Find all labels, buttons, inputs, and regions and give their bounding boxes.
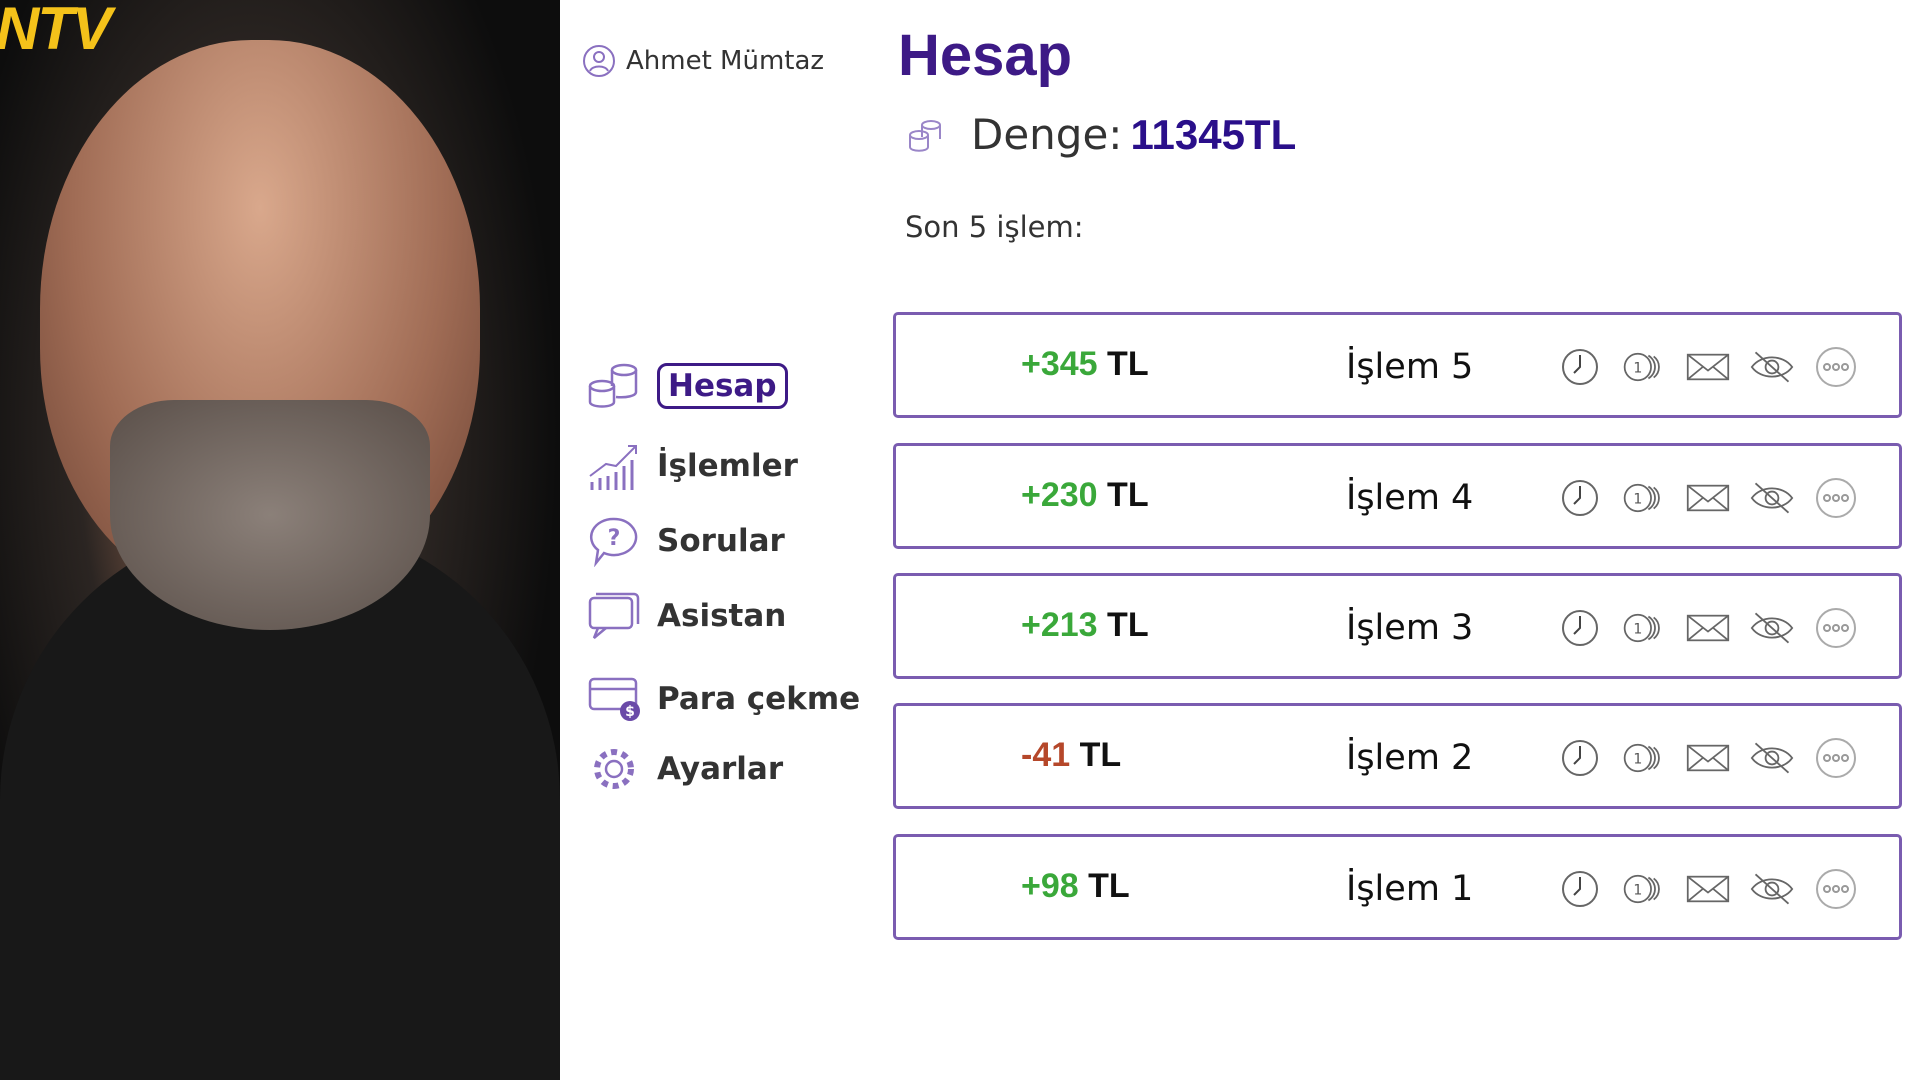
- person-beard: [110, 400, 430, 630]
- chat-icon: [585, 590, 643, 642]
- user-profile[interactable]: Ahmet Mümtaz: [582, 44, 824, 78]
- svg-text:1: 1: [1633, 882, 1642, 898]
- sidebar-item-label: Hesap: [657, 363, 788, 409]
- transaction-amount: +213 TL: [1021, 606, 1149, 645]
- amount-value: +230: [1021, 476, 1098, 514]
- sidebar-item-sorular[interactable]: ? Sorular: [585, 515, 785, 567]
- transaction-amount: +98 TL: [1021, 867, 1130, 906]
- row-actions: 1: [1558, 736, 1858, 780]
- coin-icon[interactable]: 1: [1622, 606, 1666, 650]
- clock-icon[interactable]: [1558, 345, 1602, 389]
- mail-icon[interactable]: [1686, 736, 1730, 780]
- svg-text:1: 1: [1633, 360, 1642, 376]
- tv-photo: NTV: [0, 0, 560, 1080]
- transaction-name: İşlem 4: [1346, 478, 1474, 518]
- row-actions: 1: [1558, 476, 1858, 520]
- sidebar-item-hesap[interactable]: Hesap: [585, 360, 788, 412]
- svg-text:1: 1: [1633, 621, 1642, 637]
- coin-icon[interactable]: 1: [1622, 476, 1666, 520]
- coin-icon[interactable]: 1: [1622, 736, 1666, 780]
- eye-off-icon[interactable]: [1750, 606, 1794, 650]
- channel-logo: NTV: [0, 0, 112, 62]
- svg-text:?: ?: [608, 526, 621, 551]
- coin-icon[interactable]: 1: [1622, 345, 1666, 389]
- amount-currency: TL: [1107, 476, 1149, 514]
- sidebar-item-label: Asistan: [657, 598, 787, 634]
- coins-icon: [585, 360, 643, 412]
- more-icon[interactable]: [1814, 606, 1858, 650]
- amount-value: +345: [1021, 345, 1098, 383]
- eye-off-icon[interactable]: [1750, 736, 1794, 780]
- sidebar-item-label: Para çekme: [657, 681, 861, 717]
- page-title: Hesap: [898, 23, 1073, 88]
- more-icon[interactable]: [1814, 867, 1858, 911]
- balance-label: Denge:: [971, 110, 1123, 159]
- transaction-name: İşlem 2: [1346, 738, 1474, 778]
- chart-growth-icon: [585, 440, 643, 492]
- row-actions: 1: [1558, 345, 1858, 389]
- amount-currency: TL: [1107, 345, 1149, 383]
- transaction-row[interactable]: -41 TL İşlem 2 1: [893, 703, 1902, 809]
- sidebar-item-para-cekme[interactable]: $ Para çekme: [585, 673, 860, 725]
- coin-icon[interactable]: 1: [1622, 867, 1666, 911]
- sidebar-item-label: Ayarlar: [657, 751, 784, 787]
- amount-currency: TL: [1088, 867, 1130, 905]
- amount-currency: TL: [1107, 606, 1149, 644]
- question-bubble-icon: ?: [585, 515, 643, 567]
- mail-icon[interactable]: [1686, 606, 1730, 650]
- clock-icon[interactable]: [1558, 867, 1602, 911]
- row-actions: 1: [1558, 606, 1858, 650]
- transaction-amount: +230 TL: [1021, 476, 1149, 515]
- more-icon[interactable]: [1814, 345, 1858, 389]
- recent-transactions-label: Son 5 işlem:: [905, 210, 1084, 244]
- user-name: Ahmet Mümtaz: [626, 46, 825, 76]
- amount-value: +213: [1021, 606, 1098, 644]
- amount-value: +98: [1021, 867, 1079, 905]
- svg-text:1: 1: [1633, 751, 1642, 767]
- more-icon[interactable]: [1814, 736, 1858, 780]
- row-actions: 1: [1558, 867, 1858, 911]
- user-icon: [583, 45, 615, 77]
- coins-icon: [909, 119, 941, 152]
- transaction-row[interactable]: +98 TL İşlem 1 1: [893, 834, 1902, 940]
- sidebar-item-islemler[interactable]: İşlemler: [585, 440, 798, 492]
- balance-value: 11345TL: [1130, 110, 1297, 158]
- transaction-amount: -41 TL: [1021, 736, 1121, 775]
- balance: Denge: 11345TL: [905, 110, 1296, 159]
- sidebar-item-label: İşlemler: [657, 448, 798, 484]
- svg-text:1: 1: [1633, 491, 1642, 507]
- amount-currency: TL: [1079, 736, 1122, 774]
- sidebar-item-ayarlar[interactable]: Ayarlar: [585, 743, 783, 795]
- clock-icon[interactable]: [1558, 736, 1602, 780]
- clock-icon[interactable]: [1558, 606, 1602, 650]
- sidebar-item-label: Sorular: [657, 523, 785, 559]
- transaction-name: İşlem 3: [1346, 608, 1474, 648]
- transaction-name: İşlem 1: [1346, 869, 1474, 909]
- mail-icon[interactable]: [1686, 867, 1730, 911]
- svg-text:$: $: [625, 704, 635, 720]
- transaction-row[interactable]: +345 TL İşlem 5 1: [893, 312, 1902, 418]
- sidebar-item-asistan[interactable]: Asistan: [585, 590, 786, 642]
- transaction-row[interactable]: +213 TL İşlem 3 1: [893, 573, 1902, 679]
- transaction-amount: +345 TL: [1021, 345, 1149, 384]
- mail-icon[interactable]: [1686, 345, 1730, 389]
- gear-icon: [585, 743, 643, 795]
- more-icon[interactable]: [1814, 476, 1858, 520]
- amount-value: -41: [1021, 736, 1071, 774]
- transaction-row[interactable]: +230 TL İşlem 4 1: [893, 443, 1902, 549]
- eye-off-icon[interactable]: [1750, 867, 1794, 911]
- transaction-name: İşlem 5: [1346, 347, 1474, 387]
- mail-icon[interactable]: [1686, 476, 1730, 520]
- clock-icon[interactable]: [1558, 476, 1602, 520]
- card-dollar-icon: $: [585, 673, 643, 725]
- eye-off-icon[interactable]: [1750, 345, 1794, 389]
- eye-off-icon[interactable]: [1750, 476, 1794, 520]
